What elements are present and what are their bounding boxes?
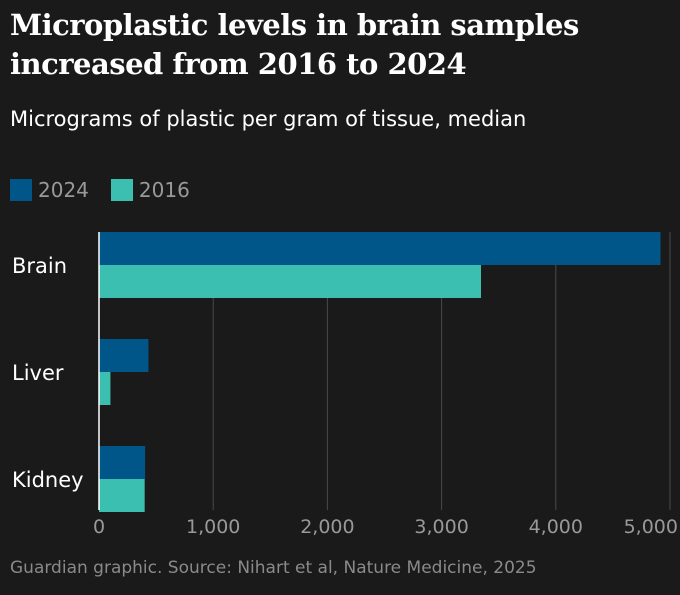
source-note: Guardian graphic. Source: Nihart et al, …	[10, 558, 537, 578]
legend-label-2024: 2024	[38, 178, 89, 202]
category-label: Brain	[12, 254, 67, 278]
bar-kidney-2016	[99, 479, 145, 512]
category-label: Kidney	[12, 468, 84, 492]
x-tick-label: 5,000	[624, 516, 678, 538]
x-tick-label: 0	[93, 516, 105, 538]
bar-liver-2016	[99, 372, 111, 405]
x-tick-label: 1,000	[186, 516, 240, 538]
legend-swatch-2016	[110, 179, 133, 201]
bar-brain-2024	[99, 232, 661, 265]
legend-item-2024: 2024	[10, 178, 89, 202]
bar-kidney-2024	[99, 446, 146, 479]
bar-liver-2024	[99, 339, 149, 372]
chart-subtitle: Micrograms of plastic per gram of tissue…	[10, 107, 527, 131]
legend-swatch-2024	[10, 179, 32, 201]
x-tick-label: 3,000	[414, 516, 468, 538]
chart-title: Microplastic levels in brain samples inc…	[10, 8, 579, 81]
legend: 2024 2016	[10, 178, 212, 202]
legend-label-2016: 2016	[138, 178, 190, 202]
category-label: Liver	[12, 361, 64, 385]
x-tick-label: 4,000	[529, 516, 583, 538]
x-tick-label: 2,000	[300, 516, 354, 538]
legend-item-2016: 2016	[110, 178, 190, 202]
bar-brain-2016	[99, 265, 481, 298]
